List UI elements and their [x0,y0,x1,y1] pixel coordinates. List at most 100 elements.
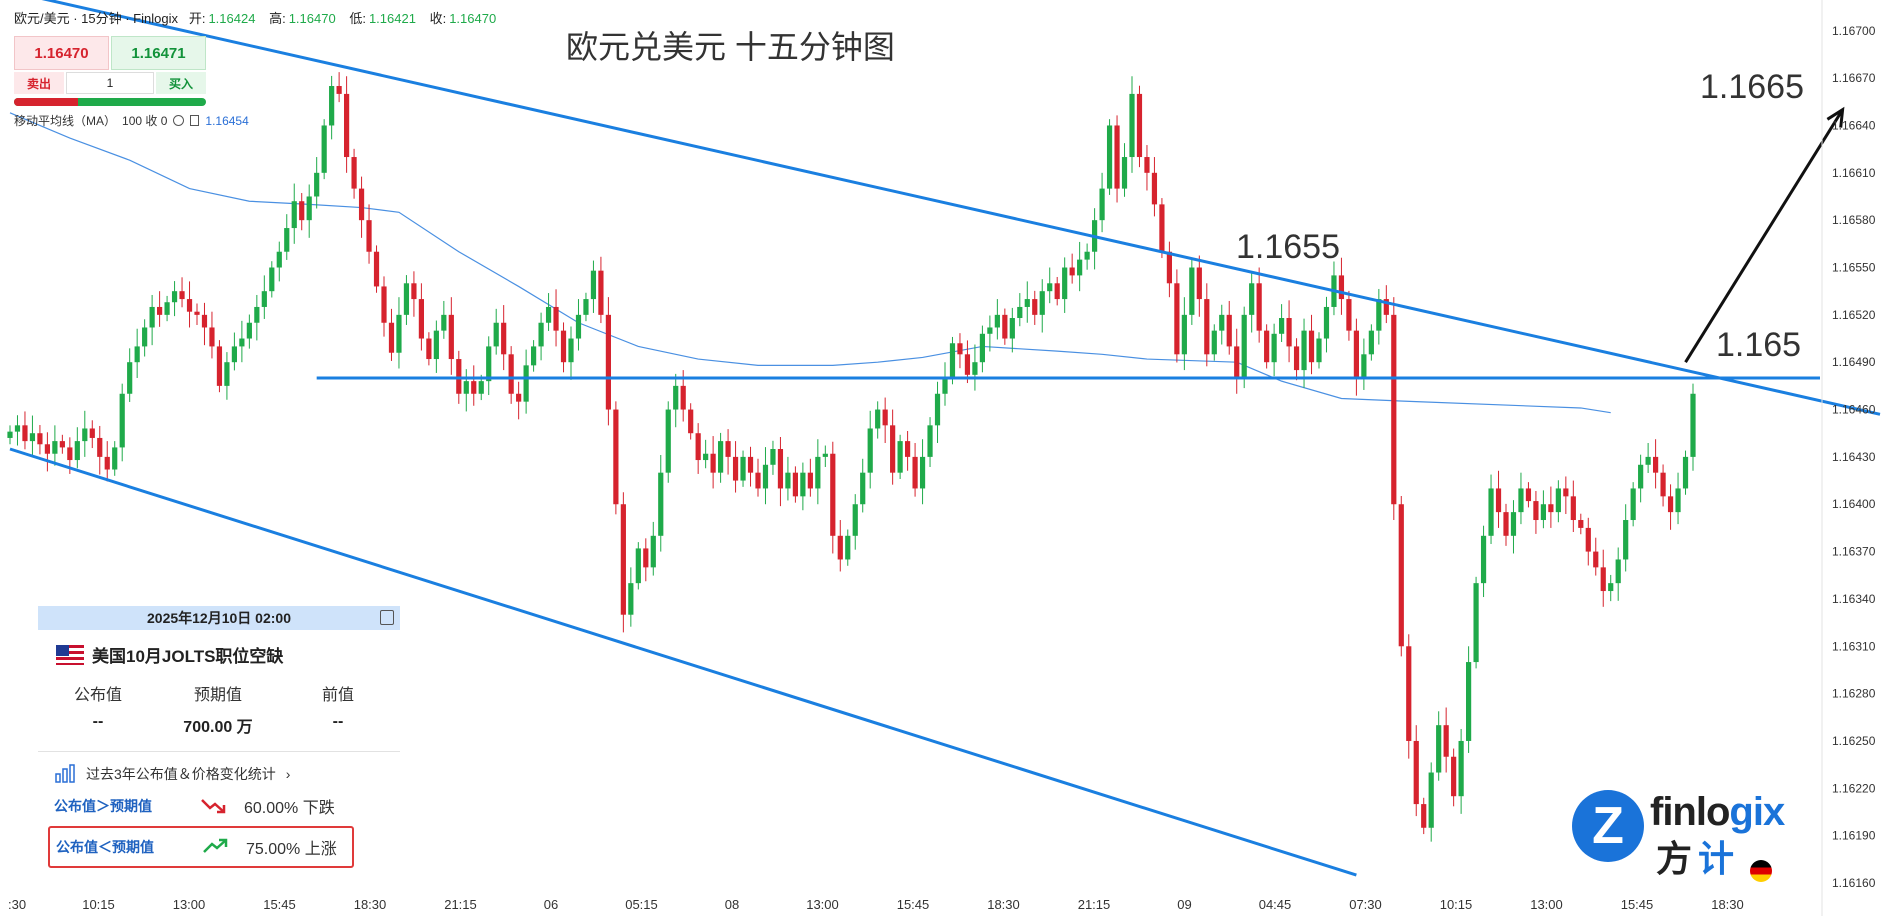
time-tick-label: 15:45 [263,897,296,912]
candle-body [1039,291,1045,315]
delete-icon[interactable] [190,115,200,126]
candle-body [815,456,821,489]
calendar-icon[interactable] [380,610,394,625]
candle-body [1017,306,1023,319]
candle-body [1159,204,1165,252]
candle-body [14,425,21,432]
candle-body [411,283,417,300]
time-tick-label: 10:15 [82,897,115,912]
close-label: 收: [429,11,447,26]
candle-body [426,338,432,360]
time-tick-label: 10:15 [1440,897,1473,912]
candle-body [89,428,95,438]
trend-lines-layer [9,0,1881,877]
candle-body [882,409,888,426]
level-label-165: 1.165 [1716,326,1802,364]
sell-price-button[interactable]: 1.16470 [14,36,109,70]
price-tick-label: 1.16400 [1832,497,1876,511]
candle-body [149,306,155,328]
candle-body [1623,520,1629,560]
candle-body [1106,125,1113,189]
candle-body [665,409,671,473]
target-arrow-head [1826,106,1845,128]
time-tick-label: 08 [725,897,739,912]
candle-body [463,381,469,394]
candle-body [1136,93,1143,158]
candle-body [867,428,873,473]
sell-button[interactable]: 卖出 [14,72,64,94]
candle-body [695,433,701,461]
candle-body [792,472,798,497]
stats-link[interactable]: 过去3年公布值＆价格变化统计 › [54,764,400,784]
candle-body [134,346,140,363]
candle-body [837,535,843,560]
candle-body [403,283,410,315]
candle-body [314,172,320,197]
price-tick-label: 1.16190 [1832,829,1876,843]
candle-body [1406,646,1412,741]
target-arrow-line [1684,108,1844,363]
candle-body [680,385,686,410]
finlogix-logo: Z finlogix 方计 [1572,790,1797,890]
candle-body [37,433,43,445]
candle-body [545,306,552,323]
candle-body [433,330,439,360]
candle-body [29,433,36,442]
time-tick-label: 21:15 [444,897,477,912]
bar-chart-icon [55,764,75,783]
candle-body [1548,504,1554,513]
candle-body [142,327,148,347]
trade-panel: 1.16470 1.16471 卖出 1 买入 [14,36,206,108]
candle-body [710,453,716,473]
candle-body [119,393,125,448]
candle-body [875,409,881,429]
candle-body [1630,488,1636,521]
moving-average-layer [9,112,1611,414]
candle-body [448,314,454,360]
candle-body [643,548,649,568]
candle-body [52,441,58,454]
candle-body [1421,804,1427,828]
candle-body [1600,567,1606,592]
candles-layer [7,72,1696,842]
candle-body [912,456,918,489]
candle-body [1608,583,1614,592]
chart-title: 欧元兑美元 十五分钟图 [566,29,895,65]
candle-body [201,314,208,328]
candle-body [216,346,223,386]
candle-body [949,343,956,378]
time-tick-label: 15:45 [1621,897,1654,912]
candle-body [366,220,372,252]
candle-body [276,251,282,268]
candle-body [800,472,806,497]
candle-body [1129,93,1135,158]
candle-body [897,441,903,473]
settings-icon[interactable] [173,115,185,126]
level-label-1655: 1.1655 [1236,228,1340,266]
quantity-input[interactable]: 1 [66,72,154,94]
candle-body [1570,496,1576,521]
price-tick-label: 1.16610 [1832,166,1876,180]
time-tick-label: 15:45 [897,897,930,912]
candle-body [456,359,462,394]
candle-body [74,441,80,461]
price-tick-label: 1.16340 [1832,592,1876,606]
buy-button[interactable]: 买入 [156,72,206,94]
candle-body [1480,535,1487,584]
ohlc-header: 欧元/美元 · 15分钟 · Finlogix 开: 1.16424 高: 1.16… [14,8,506,27]
candle-body [1219,314,1225,331]
candle-body [1009,318,1015,339]
candle-body [1166,251,1172,284]
high-label: 高: [269,11,286,26]
buy-price-button[interactable]: 1.16471 [111,36,206,70]
candle-body [1316,338,1322,363]
candle-body [673,385,679,410]
time-tick-label: 09 [1177,897,1191,912]
candle-body [658,472,664,536]
trend-down-icon [201,799,226,814]
candle-body [1376,299,1382,331]
candle-body [1293,346,1300,371]
candle-body [1286,318,1292,347]
candle-body [1002,314,1008,339]
